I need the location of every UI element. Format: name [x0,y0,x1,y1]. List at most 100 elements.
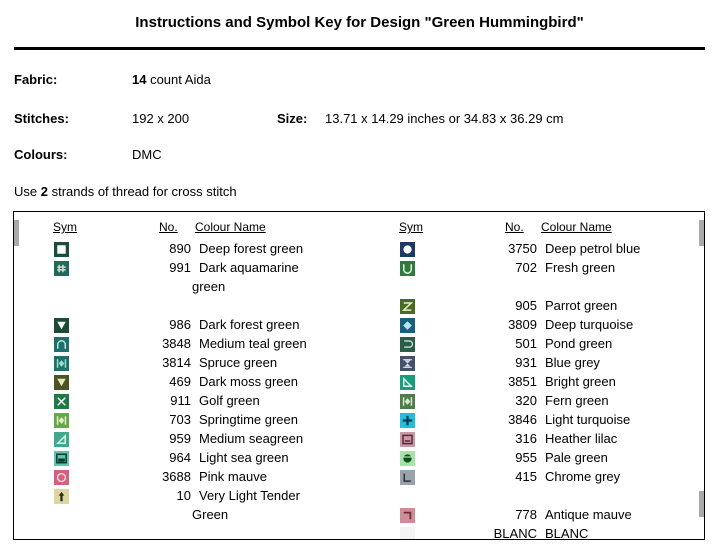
column-header-name-right: Colour Name [541,220,612,234]
colour-name: Spruce green [199,355,278,370]
symbol-row: 316 Heather lilac [360,430,704,449]
page-title: Instructions and Symbol Key for Design "… [135,14,584,31]
symbol-row: 986 Dark forest green [14,316,360,335]
circle-filled-icon [400,242,415,257]
colour-name: BLANC [545,526,589,540]
symbol-key-column-right: Sym No. Colour Name 3750 Deep petrol blue… [360,212,704,540]
thread-number: 986 [169,317,191,332]
fabric-value: count Aida [146,72,211,87]
symbol-row: 911 Golf green [14,392,360,411]
symbol-key-column-left: Sym No. Colour Name 890 Deep forest green… [14,212,360,539]
colour-name: Parrot green [545,298,618,313]
thread-number: BLANC [493,526,537,540]
triangle-corner-icon [54,432,69,447]
triangle-down-filled-icon [54,318,69,333]
symbol-row: 501 Pond green [360,335,704,354]
colour-name: Fern green [545,393,609,408]
triangle-corner2-icon [400,375,415,390]
colour-name: Very Light Tender [199,488,300,503]
colour-name: Medium seagreen [199,431,304,446]
symbol-row: 703 Springtime green [14,411,360,430]
fabric-label: Fabric: [14,72,58,87]
symbol-row: 931 Blue grey [360,354,704,373]
symbol-row: 320 Fern green [360,392,704,411]
symbol-row: 991 Dark aquamarine [14,259,360,278]
column-header-no-left: No. [159,220,178,234]
scrollbar-thumb-right-bottom[interactable] [699,491,704,517]
hourglass-icon [400,356,415,371]
symbol-row: 3851 Bright green [360,373,704,392]
box-line-icon [400,432,415,447]
thread-number: 3809 [508,317,537,332]
column-header-sym-right: Sym [399,220,423,234]
colour-name: Dark forest green [199,317,300,332]
thread-number: 703 [169,412,191,427]
colour-name: Pale green [545,450,608,465]
thread-number: 890 [169,241,191,256]
thread-number: 991 [169,260,191,275]
thread-number: 911 [170,393,191,408]
triangle-down-olive-icon [54,375,69,390]
symbol-row: 3750 Deep petrol blue [360,240,704,259]
thread-number: 3814 [162,355,191,370]
colour-name: Heather lilac [545,431,618,446]
title-divider [14,47,705,50]
symbol-rows-left: 890 Deep forest green 991 Dark aquamarine gr… [14,240,360,539]
colour-name: Pond green [545,336,613,351]
arrow-up-icon [54,489,69,504]
thread-number: 316 [515,431,537,446]
corner-l-icon [400,470,415,485]
thread-number: 3688 [162,469,191,484]
c-shape-icon [400,337,415,352]
thread-number: 3848 [162,336,191,351]
u-shape-icon [400,261,415,276]
diamond-icon [400,318,415,333]
thread-number: 964 [169,450,191,465]
thread-number: 905 [515,298,537,313]
colour-name: Medium teal green [199,336,307,351]
bowtie2-icon [400,394,415,409]
colour-name-continuation: green [192,279,226,294]
symbol-row: 415 Chrome grey [360,468,704,487]
symbol-row: 778 Antique mauve [360,506,704,525]
thread-number: 469 [169,374,191,389]
symbol-row-spacer [360,487,704,506]
symbol-row: 10 Very Light Tender [14,487,360,506]
scrollbar-thumb-left[interactable] [14,220,19,246]
symbol-row: 3814 Spruce green [14,354,360,373]
colours-row: Colours: DMC [14,147,162,162]
x-mark-icon [54,394,69,409]
bar-box-icon [54,451,69,466]
symbol-row: 955 Pale green [360,449,704,468]
stitches-label: Stitches: [14,111,69,126]
scrollbar-thumb-right-top[interactable] [699,220,704,246]
thread-number: 959 [169,431,191,446]
colour-name: Light turquoise [545,412,631,427]
symbol-row: 905 Parrot green [360,297,704,316]
thread-number: 501 [515,336,537,351]
colour-name: Deep forest green [199,241,304,256]
symbol-row: 3848 Medium teal green [14,335,360,354]
usage-strands: 2 [40,184,48,199]
fabric-row: Fabric: 14 count Aida [14,72,211,87]
symbol-row: 964 Light sea green [14,449,360,468]
colour-name: Deep petrol blue [545,241,641,256]
colour-name: Chrome grey [545,469,621,484]
usage-prefix: Use [14,184,41,199]
symbol-row: 3809 Deep turquoise [360,316,704,335]
symbol-row: 890 Deep forest green [14,240,360,259]
thread-number: 10 [176,488,191,503]
colour-name: Golf green [199,393,260,408]
thread-number: 955 [515,450,537,465]
thread-number: 3851 [508,374,537,389]
colour-name-continuation: Green [192,507,229,522]
colour-name-continuation-row: Green [14,506,360,525]
corner-r-icon [400,508,415,523]
thread-number: 931 [515,355,537,370]
colour-name: Bright green [545,374,616,389]
column-header-name-left: Colour Name [195,220,266,234]
size-label: Size: [277,111,308,126]
colour-name: Dark moss green [199,374,298,389]
colour-name: Dark aquamarine [199,260,299,275]
thread-number: 702 [515,260,537,275]
